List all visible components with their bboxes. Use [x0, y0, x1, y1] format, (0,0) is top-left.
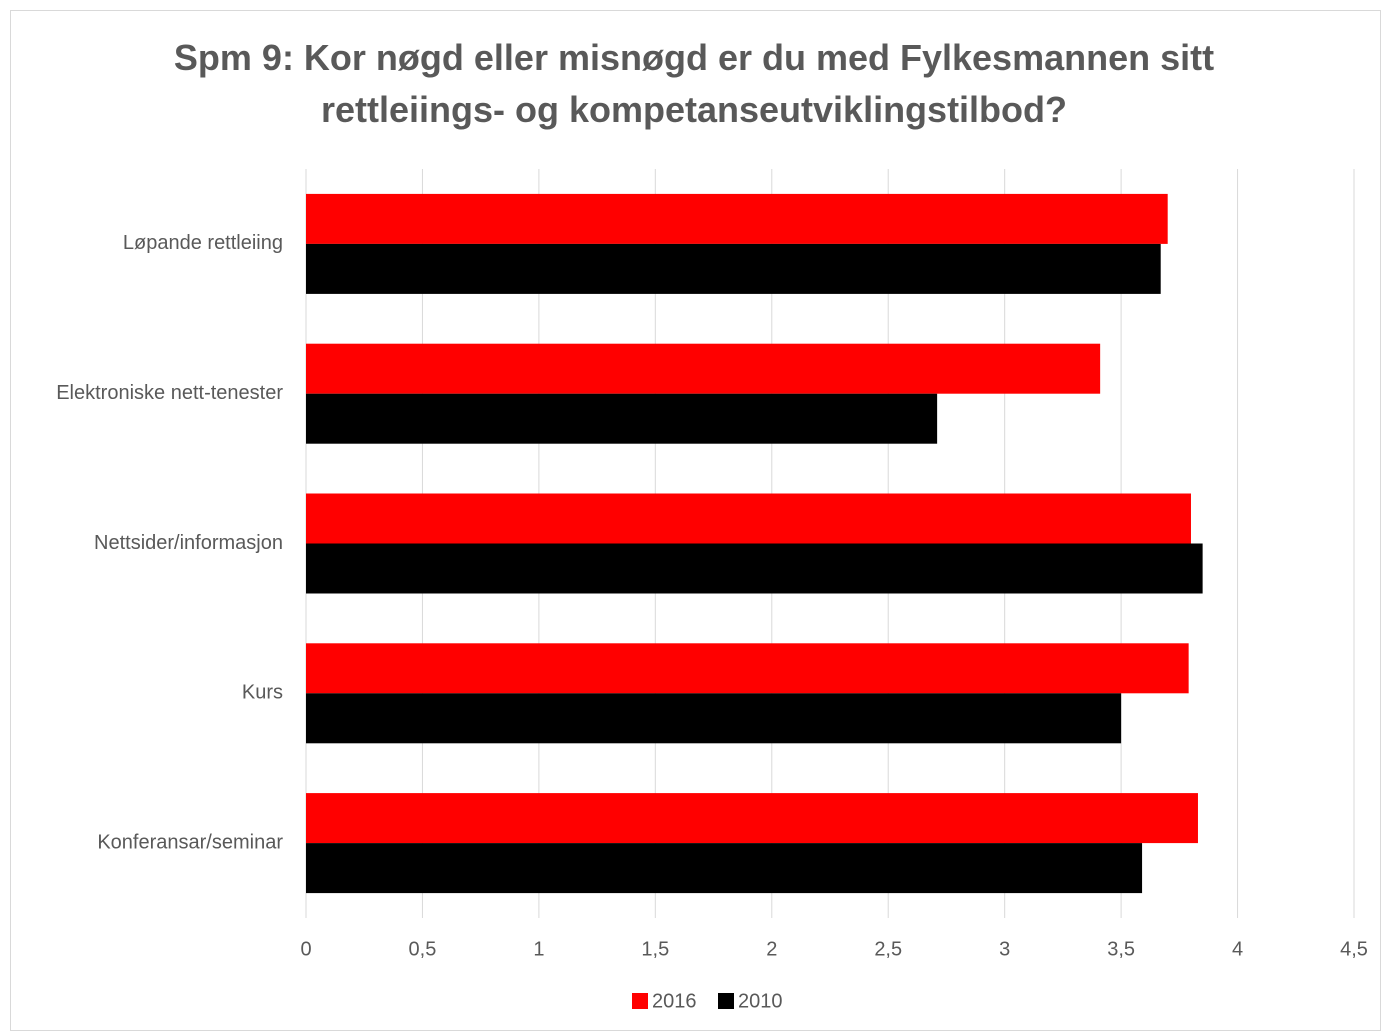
bar — [306, 393, 938, 444]
bar — [306, 643, 1189, 694]
x-tick-label: 4,5 — [1340, 938, 1368, 960]
y-tick-label: Elektroniske nett-tenester — [56, 382, 283, 404]
x-tick-label: 2 — [766, 938, 777, 960]
y-tick-label: Nettsider/informasjon — [94, 532, 283, 554]
legend-label: 2010 — [738, 990, 783, 1012]
x-tick-label: 1,5 — [641, 938, 669, 960]
y-tick-label: Kurs — [242, 682, 283, 704]
x-tick-label: 4 — [1232, 938, 1243, 960]
legend-swatch — [718, 993, 734, 1009]
y-tick-label: Konferansar/seminar — [97, 831, 283, 853]
x-tick-label: 2,5 — [874, 938, 902, 960]
bar — [306, 243, 1161, 294]
x-tick-label: 0 — [300, 938, 311, 960]
bar — [306, 493, 1191, 544]
x-tick-label: 3 — [999, 938, 1010, 960]
y-tick-label: Løpande rettleiing — [123, 232, 283, 254]
x-tick-label: 3,5 — [1107, 938, 1135, 960]
bar — [306, 543, 1203, 594]
chart-title: Spm 9: Kor nøgd eller misnøgd er du med … — [173, 37, 1215, 130]
legend-swatch — [632, 993, 648, 1009]
bar — [306, 343, 1101, 394]
x-tick-label: 1 — [533, 938, 544, 960]
bar — [306, 793, 1198, 844]
x-tick-label: 0,5 — [409, 938, 437, 960]
bar — [306, 693, 1122, 744]
bar — [306, 843, 1143, 894]
legend-label: 2016 — [652, 990, 697, 1012]
bar — [306, 193, 1168, 244]
